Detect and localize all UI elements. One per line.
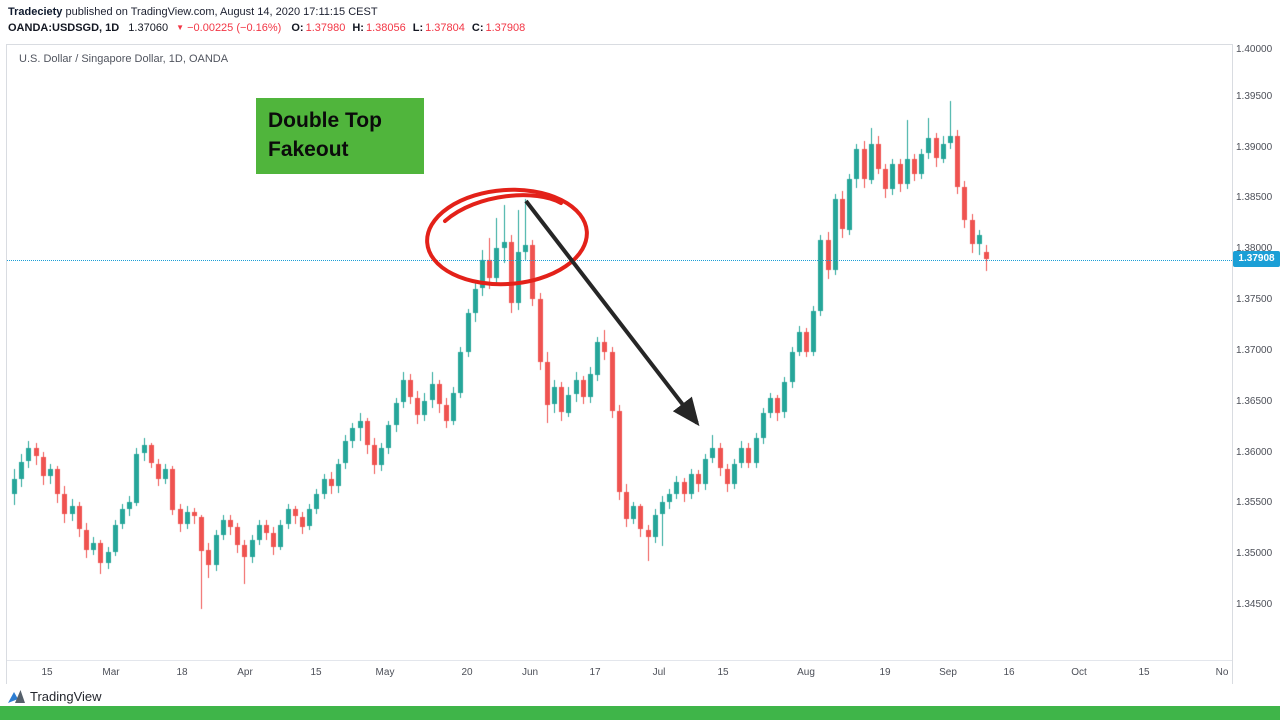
ohlc-value: 1.37980 bbox=[305, 22, 346, 34]
last-price: 1.37060 bbox=[128, 22, 169, 34]
time-axis-label: 15 bbox=[310, 667, 322, 678]
price-axis-label: 1.36500 bbox=[1236, 396, 1273, 407]
publish-text: published on TradingView.com, August 14,… bbox=[62, 6, 378, 18]
chart-area: U.S. Dollar / Singapore Dollar, 1D, OAND… bbox=[6, 44, 1233, 684]
time-axis-label: Oct bbox=[1071, 667, 1087, 678]
callout-line2: Fakeout bbox=[268, 138, 349, 161]
price-axis-label: 1.37000 bbox=[1236, 345, 1273, 356]
ohlc-value: 1.37908 bbox=[485, 22, 526, 34]
time-axis[interactable]: 15 Mar 18 Apr 15 May 20 Jun 17 Jul 15 Aug 19 Sep 16 Oct… bbox=[7, 660, 1232, 684]
price-axis-label: 1.34500 bbox=[1236, 599, 1273, 610]
ohlc-value: 1.37804 bbox=[425, 22, 465, 34]
change-value: −0.00225 (−0.16%) bbox=[187, 22, 282, 34]
time-axis-label: 19 bbox=[879, 667, 891, 678]
time-axis-label: Apr bbox=[237, 667, 253, 678]
callout-line1: Double Top bbox=[268, 109, 382, 132]
ohlc-value: 1.38056 bbox=[365, 22, 406, 34]
publisher-name: Tradeciety bbox=[8, 6, 63, 18]
last-price-tag: 1.37908 bbox=[1233, 251, 1280, 267]
tradingview-logo-text: TradingView bbox=[30, 688, 102, 704]
price-axis-label: 1.39000 bbox=[1236, 142, 1273, 153]
price-axis-label: 1.40000 bbox=[1236, 44, 1273, 55]
price-axis-label: 1.38000 bbox=[1236, 243, 1273, 254]
price-axis-label: 1.35000 bbox=[1236, 548, 1273, 559]
time-axis-label: No bbox=[1215, 667, 1229, 678]
time-axis-label: 15 bbox=[1138, 667, 1150, 678]
time-axis-label: 20 bbox=[461, 667, 473, 678]
ohlc-label: C: bbox=[471, 22, 484, 34]
price-axis-label: 1.35500 bbox=[1236, 497, 1273, 508]
time-axis-label: Jul bbox=[652, 667, 666, 678]
time-axis-label: 16 bbox=[1003, 667, 1015, 678]
ohlc-readout: O: 1.37980 H: 1.38056 L: 1.37804 C: 1.37908 bbox=[284, 22, 525, 34]
price-axis-label: 1.38500 bbox=[1236, 192, 1273, 203]
time-axis-label: Mar bbox=[102, 667, 120, 678]
price-axis[interactable]: 1.40000 1.39500 1.39000 1.38500 1.38000 1.375… bbox=[1236, 44, 1280, 683]
time-axis-label: 15 bbox=[717, 667, 729, 678]
ohlc-label: H: bbox=[352, 22, 364, 34]
time-axis-label: 18 bbox=[176, 667, 188, 678]
time-axis-label: 17 bbox=[589, 667, 601, 678]
ohlc-label: O: bbox=[291, 22, 304, 34]
time-axis-label: May bbox=[375, 667, 395, 678]
time-axis-label: Jun bbox=[521, 667, 539, 678]
bottom-green-bar bbox=[0, 706, 1280, 720]
publish-info-line: Tradeciety published on TradingView.com,… bbox=[8, 6, 378, 18]
double-top-fakeout-label: Double Top Fakeout bbox=[256, 98, 424, 174]
price-axis-label: 1.37500 bbox=[1236, 294, 1273, 305]
ohlc-label: L: bbox=[412, 22, 424, 34]
time-axis-label: 15 bbox=[41, 667, 53, 678]
symbol-name: OANDA:USDSGD, 1D bbox=[8, 22, 120, 34]
time-axis-label: Aug bbox=[797, 667, 815, 678]
time-axis-label: Sep bbox=[939, 667, 957, 678]
chart-title-watermark: U.S. Dollar / Singapore Dollar, 1D, OAND… bbox=[19, 53, 229, 65]
candlestick-canvas[interactable] bbox=[7, 45, 1232, 660]
price-change: ▼ −0.00225 (−0.16%) bbox=[176, 22, 281, 34]
tradingview-logo-icon bbox=[8, 689, 25, 703]
tradingview-branding[interactable]: TradingView bbox=[8, 687, 102, 705]
price-axis-label: 1.39500 bbox=[1236, 91, 1273, 102]
symbol-info-line: OANDA:USDSGD, 1D 1.37060 ▼ −0.00225 (−0.… bbox=[8, 22, 525, 34]
down-triangle-icon: ▼ bbox=[176, 23, 185, 32]
last-price-dotted-line bbox=[7, 260, 1232, 261]
price-axis-label: 1.36000 bbox=[1236, 447, 1273, 458]
